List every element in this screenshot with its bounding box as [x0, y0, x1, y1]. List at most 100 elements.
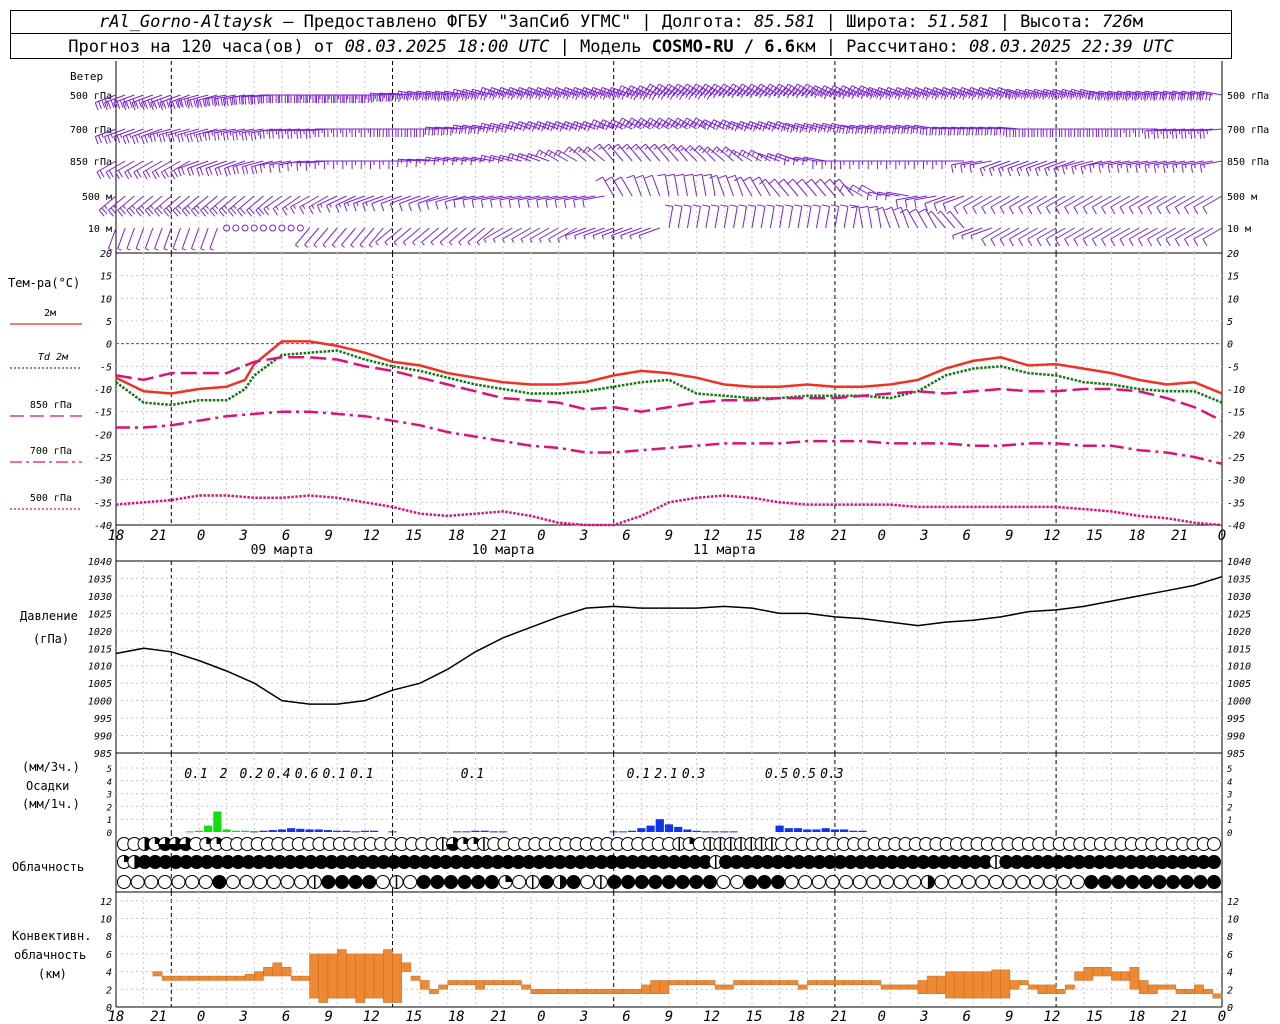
wind-barb-shaft: [181, 195, 200, 211]
wind-barb-half-feather: [483, 156, 486, 161]
wind-barb-feather: [612, 92, 616, 100]
cloud-circle: [811, 875, 826, 889]
precip-bar: [342, 830, 351, 832]
cloud-circle: [157, 875, 172, 889]
cloud-symbol: [1193, 875, 1208, 889]
longitude-value: 85.581: [754, 12, 816, 32]
wind-barb-half-feather: [108, 248, 113, 251]
wind-barb-half-feather: [483, 238, 487, 243]
wind-barb-half-feather: [819, 92, 823, 97]
cloud-symbol: [280, 875, 295, 889]
wind-barb-feather: [731, 90, 737, 99]
wind-barb-feather: [737, 121, 741, 130]
x-tick-label: 3: [238, 1009, 247, 1024]
conv-y-tick-left: 8: [106, 932, 112, 943]
cloud-symbol: [648, 875, 663, 889]
precip-bar: [268, 830, 277, 832]
wind-barb-shaft: [1082, 227, 1103, 240]
wind-barb-feather: [981, 127, 983, 136]
wind-barb-feather: [720, 146, 727, 154]
conv-bar: [171, 975, 181, 981]
wind-barb-shaft: [1046, 195, 1066, 208]
wind-barb-feather: [645, 89, 650, 98]
x-tick-label: 12: [363, 528, 380, 544]
cloud-symbol: [444, 875, 458, 889]
wind-barb-half-feather: [437, 157, 440, 162]
conv-bar: [807, 980, 817, 986]
cloud-full: [743, 875, 758, 889]
wind-calm-mark: [241, 224, 249, 232]
wind-barb-feather: [1208, 92, 1212, 101]
wind-barb-feather: [1032, 89, 1036, 98]
wind-barb-feather: [697, 121, 703, 129]
wind-barb-feather: [851, 91, 856, 100]
wind-barb-feather: [98, 209, 105, 217]
precip-bar: [213, 811, 222, 832]
wind-barb-feather: [577, 123, 582, 132]
wind-barb-feather: [170, 171, 176, 180]
conv-bar: [926, 975, 937, 994]
wind-barb-shaft: [1172, 160, 1195, 166]
wind-barb-half-feather: [1092, 92, 1095, 97]
wind-barb-feather: [160, 98, 164, 107]
cloud-circle: [961, 875, 976, 889]
cloud-symbol: [948, 875, 963, 889]
wind-barb-feather: [940, 87, 944, 96]
wind-barb-feather: [471, 199, 475, 208]
wind-barb-feather: [258, 207, 265, 215]
calc-label: | Рассчитано:: [815, 37, 969, 57]
precip-3h-label: 0.2: [240, 767, 264, 782]
wind-barb-half-feather: [810, 92, 814, 97]
wind-barb-feather: [133, 171, 139, 180]
wind-barb-shaft: [811, 178, 827, 197]
precip-y-tick-right: 3: [1226, 791, 1232, 801]
wind-barb-feather: [725, 87, 731, 95]
wind-barb-shaft: [322, 227, 338, 246]
temp-y-tick-left: 15: [100, 272, 112, 283]
wind-barb-feather: [849, 204, 858, 207]
wind-barb-feather: [1193, 238, 1199, 247]
wind-barb-feather: [1110, 206, 1116, 215]
wind-barb-feather: [660, 87, 666, 95]
wind-barb-feather: [602, 92, 607, 100]
wind-barb-feather: [108, 170, 114, 178]
wind-barb-half-feather: [698, 147, 703, 152]
wind-barb-feather: [1174, 238, 1180, 247]
wind-barb-feather: [874, 206, 883, 211]
pres-y-tick-right: 1015: [1227, 644, 1251, 655]
wind-barb-shaft: [1156, 227, 1177, 240]
wind-barb-shaft: [113, 128, 135, 137]
wind-barb-feather: [1073, 238, 1079, 247]
conv-bar: [982, 971, 992, 999]
wind-barb-feather: [604, 176, 613, 182]
wind-barb-feather: [574, 122, 579, 131]
wind-barb-feather: [442, 157, 446, 166]
wind-barb-feather: [848, 184, 854, 193]
wind-barb-feather: [1113, 92, 1116, 101]
cloud-full: [471, 875, 486, 889]
wind-barb-feather: [1008, 206, 1014, 215]
wind-barb-feather: [802, 157, 805, 166]
cloud-symbol: [335, 875, 349, 889]
wind-barb-feather: [1044, 90, 1048, 99]
wind-barb-shaft: [1144, 160, 1167, 166]
wind-barb-feather: [257, 96, 259, 105]
wind-barb-feather: [209, 209, 216, 217]
wind-level-label-left: 10 м: [88, 224, 112, 235]
wind-barb-half-feather: [492, 156, 495, 161]
wind-barb-feather: [925, 92, 930, 100]
wind-barb-feather: [371, 203, 376, 212]
wind-barb-feather: [1181, 164, 1184, 173]
wind-barb-shaft: [1165, 195, 1186, 208]
cloud-full: [1152, 875, 1167, 889]
wind-barb-feather: [802, 83, 808, 92]
precip-bar: [701, 831, 710, 833]
wind-barb-shaft: [95, 128, 117, 137]
wind-barb-feather: [435, 201, 439, 210]
wind-barb-feather: [684, 173, 693, 177]
pres-y-tick-left: 1005: [88, 679, 112, 690]
conv-bar: [788, 980, 799, 986]
precip-bar: [305, 829, 314, 832]
wind-barb-half-feather: [238, 131, 241, 136]
wind-barb-shaft: [915, 87, 937, 96]
